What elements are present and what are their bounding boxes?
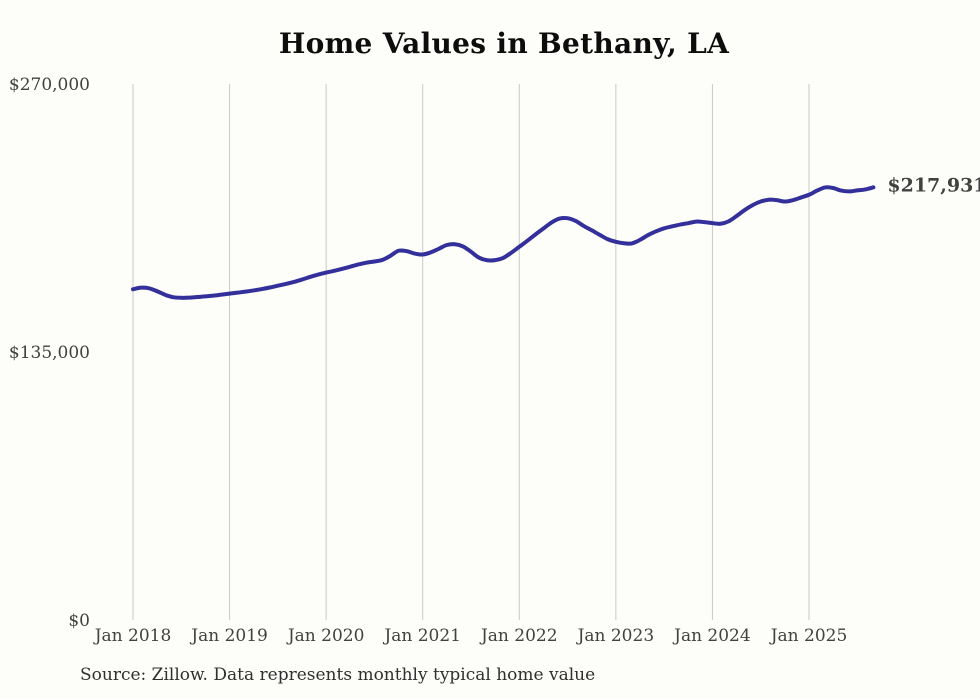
source-note: Source: Zillow. Data represents monthly … <box>80 665 596 685</box>
latest-value-label: $217,931 <box>887 174 980 196</box>
x-axis-labels: Jan 2018 Jan 2019 Jan 2020 Jan 2021 Jan 2022… <box>93 626 848 646</box>
x-tick-label: Jan 2024 <box>672 626 751 646</box>
x-tick-label: Jan 2022 <box>479 626 558 646</box>
x-tick-label: Jan 2019 <box>189 626 268 646</box>
y-tick-label: $135,000 <box>9 343 90 363</box>
y-tick-label: $0 <box>68 611 90 631</box>
gridlines <box>132 84 810 620</box>
y-tick-label: $270,000 <box>9 75 90 95</box>
x-tick-label: Jan 2020 <box>286 626 365 646</box>
y-axis-labels: $0 $135,000 $270,000 <box>9 75 90 631</box>
home-value-line <box>131 185 876 300</box>
chart-title: Home Values in Bethany, LA <box>278 27 730 60</box>
x-tick-label: Jan 2021 <box>382 626 461 646</box>
x-tick-label: Jan 2025 <box>769 626 848 646</box>
x-tick-label: Jan 2023 <box>576 626 655 646</box>
x-tick-label: Jan 2018 <box>93 626 172 646</box>
